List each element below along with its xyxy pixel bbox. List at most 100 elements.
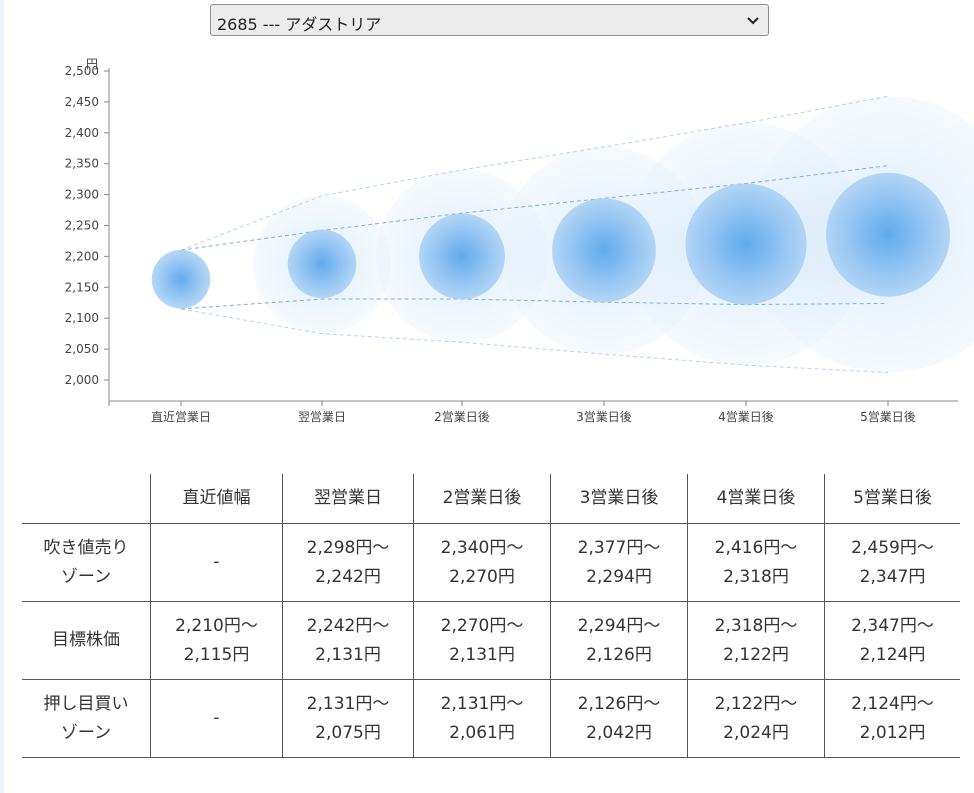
header-cell: 3営業日後 <box>550 474 688 524</box>
cell-value: 2,115円 <box>183 644 250 665</box>
cell-value: 2,124円～ <box>851 693 934 714</box>
cell-value: 2,131円 <box>449 644 515 665</box>
cell-value: 2,347円～ <box>851 615 934 636</box>
forecast-chart: 2,000 2,050 2,100 2,150 2,200 2,250 2,300 2,350… <box>65 57 974 424</box>
table-cell: 2,131円～ 2,075円 <box>282 679 414 758</box>
cell-value: 2,318円～ <box>714 615 798 636</box>
cell-value: 2,340円～ <box>440 537 524 558</box>
y-tick-label: 2,400 <box>65 126 99 140</box>
table-cell: 2,298円～ 2,242円 <box>282 523 414 602</box>
cell-value: 2,122円～ <box>714 693 798 714</box>
header-cell <box>22 474 151 524</box>
cell-value: 2,242円 <box>315 566 381 587</box>
target-bubble <box>287 229 357 299</box>
chevron-down-icon <box>747 17 759 25</box>
x-tick-label: 5営業日後 <box>860 410 916 424</box>
row-label-line: ゾーン <box>60 566 112 587</box>
zone-table: 直近値幅 翌営業日 2営業日後 3営業日後 4営業日後 5営業日後 吹き値売りゾ… <box>22 474 960 758</box>
table-cell: 2,131円～ 2,061円 <box>413 679 551 758</box>
cell-value: 2,377円～ <box>577 537 661 558</box>
cell-value: 2,294円 <box>586 566 652 587</box>
cell-value: 2,242円～ <box>306 615 390 636</box>
header-cell: 直近値幅 <box>150 474 283 524</box>
table-cell: 2,318円～ 2,122円 <box>687 601 825 680</box>
row-label: 押し目買い ゾーン <box>22 679 151 758</box>
cell-value: 2,347円 <box>859 566 926 587</box>
table-cell: - <box>150 523 283 602</box>
cell-value: 2,126円～ <box>577 693 661 714</box>
cell-value: 2,318円 <box>723 566 789 587</box>
cell-value: 2,131円～ <box>306 693 390 714</box>
row-label: 吹き値売り ゾーン <box>22 523 151 602</box>
row-label-line: ゾーン <box>60 722 112 743</box>
table-row-target-price: 目標株価 2,210円～ 2,115円 2,242円～ 2,131円 2,270円～… <box>22 601 960 680</box>
row-label: 目標株価 <box>22 601 151 680</box>
x-tick-label: 3営業日後 <box>576 410 632 424</box>
y-tick-label: 2,350 <box>65 157 99 171</box>
target-bubble <box>419 213 505 300</box>
table-header-row: 直近値幅 翌営業日 2営業日後 3営業日後 4営業日後 5営業日後 <box>22 474 960 524</box>
table-cell: 2,124円～ 2,012円 <box>824 679 960 758</box>
stock-select-value: 2685 --- アダストリア <box>217 15 382 34</box>
cell-value: 2,294円～ <box>577 615 661 636</box>
table-cell: 2,377円～ 2,294円 <box>550 523 688 602</box>
outer-lower-line <box>180 308 889 374</box>
table-row-buy-zone: 押し目買いゾーン - 2,131円～ 2,075円 2,131円～ 2,061円 2… <box>22 679 960 758</box>
cell-value: 2,122円 <box>723 644 789 665</box>
y-tick-label: 2,000 <box>65 373 99 387</box>
cell-value: 2,075円 <box>315 722 381 743</box>
cell-value: 2,459円～ <box>851 537 934 558</box>
cell-value: 2,298円～ <box>306 537 390 558</box>
table-cell: 2,242円～ 2,131円 <box>282 601 414 680</box>
target-bubble <box>826 172 950 297</box>
cell-value: 2,210円～ <box>175 615 258 636</box>
y-tick-label: 2,050 <box>65 342 99 356</box>
target-bubble <box>685 183 807 305</box>
row-label-line: 押し目買い <box>43 693 129 714</box>
table-cell: 2,459円～ 2,347円 <box>824 523 960 602</box>
cell-value: 2,024円 <box>723 722 789 743</box>
table-row-sell-zone: 吹き値売りゾーン - 2,298円～ 2,242円 2,340円～ 2,270円 2… <box>22 523 960 602</box>
y-tick-label: 2,250 <box>65 219 99 233</box>
table-cell: 2,340円～ 2,270円 <box>413 523 551 602</box>
table-cell: 2,122円～ 2,024円 <box>687 679 825 758</box>
header-cell: 翌営業日 <box>282 474 414 524</box>
y-axis-unit: 円 <box>86 57 98 71</box>
cell-value: 2,131円～ <box>440 693 524 714</box>
y-tick-label: 2,500 <box>65 64 99 78</box>
cell-value: - <box>213 708 220 728</box>
x-tick-label: 翌営業日 <box>298 410 346 424</box>
left-strip <box>0 0 4 793</box>
x-tick-label: 2営業日後 <box>434 410 490 424</box>
outer-upper-line <box>180 95 889 251</box>
table-cell: 2,126円～ 2,042円 <box>550 679 688 758</box>
y-tick-label: 2,200 <box>65 249 99 263</box>
stock-select[interactable]: 2685 --- アダストリア <box>210 4 769 36</box>
cell-value: 2,042円 <box>586 722 652 743</box>
cell-value: 2,131円 <box>315 644 381 665</box>
table-cell: - <box>150 679 283 758</box>
target-bubble <box>151 249 211 309</box>
y-tick-label: 2,100 <box>65 311 99 325</box>
lower-line <box>180 298 889 310</box>
table-cell: 2,416円～ 2,318円 <box>687 523 825 602</box>
row-label-line: 吹き値売り <box>43 537 129 558</box>
x-tick-label: 4営業日後 <box>718 410 774 424</box>
y-tick-label: 2,300 <box>65 188 99 202</box>
row-label-line: 目標株価 <box>52 630 120 650</box>
x-tick-label: 直近営業日 <box>151 410 211 424</box>
header-cell: 4営業日後 <box>687 474 825 524</box>
cell-value: 2,012円 <box>859 722 926 743</box>
y-tick-label: 2,150 <box>65 280 99 294</box>
cell-value: - <box>213 552 220 572</box>
cell-value: 2,270円～ <box>440 615 524 636</box>
table-cell: 2,294円～ 2,126円 <box>550 601 688 680</box>
zone-table-wrap: 直近値幅 翌営業日 2営業日後 3営業日後 4営業日後 5営業日後 吹き値売りゾ… <box>22 474 960 758</box>
table-cell: 2,210円～ 2,115円 <box>150 601 283 680</box>
cell-value: 2,061円 <box>449 722 515 743</box>
cell-value: 2,124円 <box>859 644 926 665</box>
header-cell: 2営業日後 <box>413 474 551 524</box>
cell-value: 2,270円 <box>449 566 515 587</box>
table-cell: 2,270円～ 2,131円 <box>413 601 551 680</box>
cell-value: 2,416円～ <box>714 537 798 558</box>
